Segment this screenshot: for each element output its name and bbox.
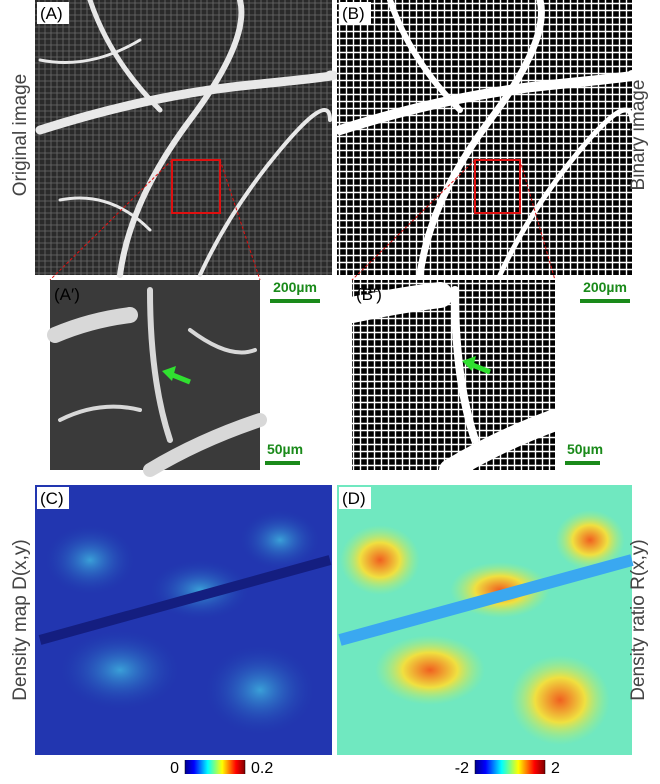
scale-bar — [270, 299, 320, 303]
colorbar — [185, 760, 245, 774]
side-label: Original image — [10, 74, 31, 197]
scale-label: 50µm — [267, 441, 303, 457]
colorbar-tick-label: -2 — [455, 760, 469, 777]
colorbar-tick-label: 0.2 — [251, 760, 273, 777]
colorbar-tick-label: 2 — [551, 760, 560, 777]
panel-a: (A) — [35, 0, 333, 275]
panel-label: (B′) — [356, 285, 382, 304]
scale-bar — [565, 461, 600, 465]
panel-b: (B) — [337, 0, 635, 275]
panel-label: (A) — [40, 4, 63, 23]
scale-label: 200µm — [273, 279, 317, 295]
panel-label: (D) — [342, 489, 366, 508]
scale-bar — [265, 461, 300, 465]
colorbar — [475, 760, 545, 774]
panel-d: (D) — [337, 485, 632, 755]
panel-c: (C) — [35, 485, 332, 755]
panel-label: (B) — [342, 4, 365, 23]
side-label: Density ratio R(x,y) — [628, 539, 649, 701]
scale-label: 200µm — [583, 279, 627, 295]
figure: (A) (B) Original image Binary image — [0, 0, 660, 779]
original-image — [35, 0, 332, 275]
side-label: Density map D(x,y) — [10, 539, 31, 701]
panel-b-zoom: (B′) — [352, 280, 555, 470]
panel-a-zoom: (A′) — [50, 280, 260, 470]
panel-label: (C) — [40, 489, 64, 508]
scale-label: 50µm — [567, 441, 603, 457]
panel-label: (A′) — [54, 285, 80, 304]
side-label: Binary image — [628, 80, 649, 191]
colorbar-tick-label: 0 — [170, 760, 179, 777]
scale-bar — [580, 299, 630, 303]
